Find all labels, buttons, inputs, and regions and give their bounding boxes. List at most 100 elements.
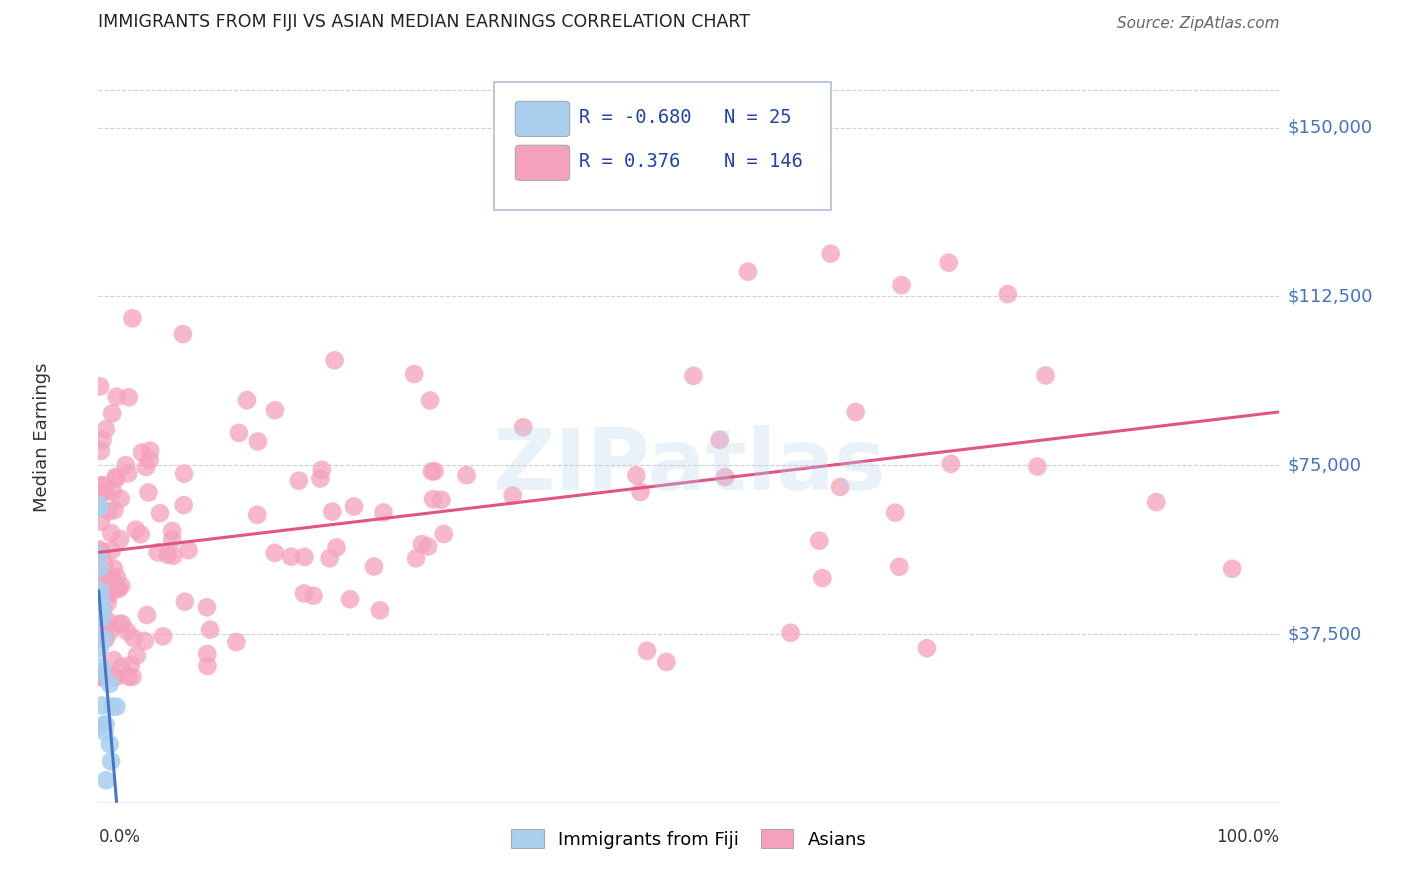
Point	[120, 657, 142, 672]
Point	[134, 634, 156, 648]
Point	[98, 588, 121, 602]
Point	[160, 524, 183, 538]
Text: N = 146: N = 146	[724, 152, 803, 171]
Point	[90, 515, 112, 529]
Point	[162, 549, 184, 563]
Point	[91, 602, 114, 616]
Text: R = -0.680: R = -0.680	[579, 108, 692, 127]
Point	[655, 655, 678, 669]
Point	[96, 613, 118, 627]
Point	[93, 632, 115, 646]
Point	[321, 505, 343, 519]
Point	[292, 586, 315, 600]
Point	[110, 491, 132, 506]
Legend: Immigrants from Fiji, Asians: Immigrants from Fiji, Asians	[505, 822, 873, 856]
Text: $75,000: $75,000	[1288, 456, 1362, 475]
Point	[91, 698, 114, 713]
Point	[135, 459, 157, 474]
Point	[325, 541, 347, 555]
Point	[173, 467, 195, 481]
Point	[105, 699, 128, 714]
Point	[94, 717, 117, 731]
Point	[302, 589, 325, 603]
Point	[502, 489, 524, 503]
Point	[404, 367, 426, 381]
Point	[90, 659, 112, 673]
Point	[811, 571, 834, 585]
Point	[430, 492, 453, 507]
Text: 0.0%: 0.0%	[98, 829, 141, 847]
Point	[87, 500, 110, 514]
Point	[626, 468, 648, 483]
Point	[636, 644, 658, 658]
Point	[111, 616, 134, 631]
Point	[94, 422, 117, 436]
Point	[103, 653, 125, 667]
Point	[90, 544, 112, 558]
Point	[156, 548, 179, 562]
Point	[98, 737, 121, 751]
Point	[90, 670, 112, 684]
Point	[1144, 495, 1167, 509]
Point	[89, 582, 111, 596]
Point	[343, 500, 366, 514]
Point	[100, 526, 122, 541]
Point	[89, 379, 111, 393]
Point	[149, 506, 172, 520]
Point	[94, 557, 117, 571]
Point	[714, 470, 737, 484]
Point	[173, 498, 195, 512]
Point	[117, 467, 139, 481]
Point	[87, 549, 110, 563]
Point	[87, 501, 110, 516]
Point	[136, 608, 159, 623]
FancyBboxPatch shape	[516, 102, 569, 136]
Point	[1026, 459, 1049, 474]
Point	[117, 670, 139, 684]
Point	[93, 478, 115, 492]
Point	[93, 724, 115, 739]
Point	[195, 647, 218, 661]
Point	[91, 433, 114, 447]
Point	[323, 353, 346, 368]
Point	[997, 287, 1019, 301]
Text: Source: ZipAtlas.com: Source: ZipAtlas.com	[1116, 16, 1279, 31]
Point	[294, 549, 316, 564]
Point	[90, 444, 112, 458]
Point	[737, 265, 759, 279]
Point	[1035, 368, 1057, 383]
FancyBboxPatch shape	[516, 145, 569, 180]
Point	[96, 587, 118, 601]
Point	[89, 670, 111, 684]
Point	[939, 457, 962, 471]
Point	[456, 468, 478, 483]
Text: ZIPatlas: ZIPatlas	[492, 425, 886, 508]
Point	[236, 393, 259, 408]
Text: Median Earnings: Median Earnings	[32, 362, 51, 512]
Point	[373, 505, 395, 519]
Point	[94, 620, 117, 634]
Point	[125, 523, 148, 537]
Point	[808, 533, 831, 548]
Text: $150,000: $150,000	[1288, 119, 1372, 136]
Point	[105, 472, 128, 486]
Point	[682, 368, 704, 383]
Point	[91, 665, 114, 679]
Point	[884, 506, 907, 520]
Point	[246, 434, 269, 449]
Point	[103, 561, 125, 575]
Point	[118, 390, 141, 404]
Point	[820, 246, 842, 260]
Point	[419, 393, 441, 408]
Point	[280, 549, 302, 564]
Point	[890, 278, 912, 293]
Point	[339, 592, 361, 607]
Point	[131, 445, 153, 459]
Point	[110, 579, 132, 593]
Point	[97, 596, 120, 610]
Point	[101, 572, 124, 586]
Point	[97, 571, 120, 585]
Point	[122, 631, 145, 645]
Point	[105, 581, 128, 595]
Point	[101, 484, 124, 499]
